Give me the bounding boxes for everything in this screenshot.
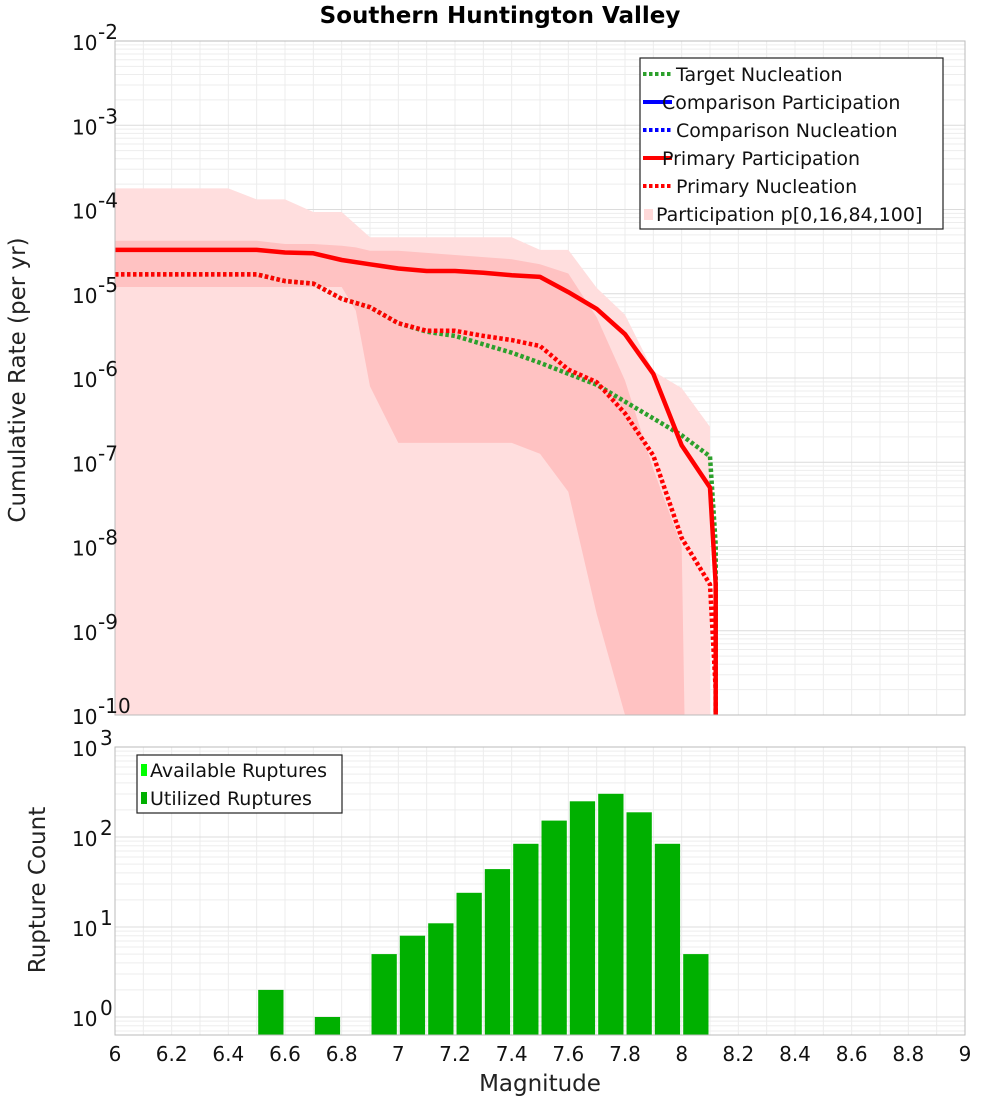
y-tick-exponent: -2: [98, 20, 118, 44]
y-tick-label: 10: [72, 284, 97, 308]
y-tick-label: 10: [72, 705, 97, 729]
x-tick-label: 6.4: [212, 1042, 244, 1066]
y-tick-exponent: -6: [98, 357, 118, 381]
x-tick-label: 8.8: [892, 1042, 924, 1066]
x-tick-label: 7.8: [609, 1042, 641, 1066]
x-tick-label: 7.4: [496, 1042, 528, 1066]
legend-label: Available Ruptures: [150, 760, 327, 782]
legend-label: Comparison Participation: [662, 92, 900, 114]
x-tick-label: 6.8: [326, 1042, 358, 1066]
bar: [314, 1017, 341, 1035]
x-axis-label: Magnitude: [479, 1071, 601, 1097]
y-tick-label: 10: [72, 31, 97, 55]
y-tick-label: 10: [72, 1007, 97, 1031]
top-plot-area: 10-210-310-410-510-610-710-810-910-10: [72, 20, 966, 729]
legend-label: Utilized Ruptures: [150, 788, 312, 810]
legend-label: Target Nucleation: [675, 64, 843, 86]
y-tick-label: 10: [72, 737, 97, 761]
x-tick-label: 6.2: [156, 1042, 188, 1066]
y-tick-label: 10: [72, 368, 97, 392]
bar: [484, 869, 511, 1035]
y-tick-label: 10: [72, 827, 97, 851]
y-tick-label: 10: [72, 115, 97, 139]
bar: [541, 820, 567, 1035]
y-tick-exponent: 0: [100, 996, 113, 1020]
y-tick-label: 10: [72, 452, 97, 476]
bar: [399, 935, 426, 1035]
legend-label: Primary Participation: [662, 148, 860, 170]
bottom-legend: Available Ruptures Utilized Ruptures: [136, 754, 343, 814]
legend-swatch: [141, 764, 147, 776]
x-tick-label: 6.6: [269, 1042, 301, 1066]
y-tick-exponent: 2: [100, 816, 113, 840]
legend-swatch: [141, 792, 147, 804]
chart-title: Southern Huntington Valley: [320, 3, 681, 29]
y-tick-exponent: -7: [98, 441, 118, 465]
x-tick-label: 9: [959, 1042, 972, 1066]
bar: [428, 923, 454, 1035]
y-tick-label: 10: [72, 537, 97, 561]
x-tick-label: 7.2: [439, 1042, 471, 1066]
bar: [654, 843, 681, 1035]
legend-label: Comparison Nucleation: [676, 120, 898, 142]
legend-swatch: [644, 209, 653, 220]
y-tick-exponent: -8: [98, 526, 118, 550]
bar: [683, 954, 709, 1035]
series-line-primary-nucleation: [115, 272, 718, 715]
x-tick-label: 8.6: [836, 1042, 868, 1066]
bar: [513, 843, 539, 1035]
bar: [569, 801, 596, 1035]
y-tick-label: 10: [72, 200, 97, 224]
x-tick-label: 8: [675, 1042, 688, 1066]
x-tick-label: 7: [392, 1042, 405, 1066]
y-tick-exponent: -3: [98, 104, 118, 128]
bar: [258, 989, 284, 1035]
y-tick-label: 10: [72, 621, 97, 645]
top-plot-frame: [114, 40, 966, 716]
bar: [456, 892, 482, 1035]
bar: [598, 793, 624, 1035]
y-tick-exponent: 1: [100, 906, 113, 930]
top-y-axis-label: Cumulative Rate (per yr): [5, 237, 31, 522]
y-tick-label: 10: [72, 917, 97, 941]
x-tick-label: 7.6: [552, 1042, 584, 1066]
participation-band-p16-p84: [115, 240, 685, 715]
y-tick-exponent: -9: [98, 610, 118, 634]
x-tick-label: 8.2: [722, 1042, 754, 1066]
top-legend: Target Nucleation Comparison Participatio…: [639, 57, 944, 230]
bar: [626, 812, 652, 1035]
x-tick-label: 8.4: [779, 1042, 811, 1066]
y-tick-exponent: -4: [98, 189, 118, 213]
y-tick-exponent: 3: [100, 726, 113, 750]
bottom-plot-frame: [114, 746, 966, 1036]
bottom-legend-box: [136, 754, 343, 814]
legend-label: Primary Nucleation: [676, 176, 857, 198]
y-tick-exponent: -5: [98, 273, 118, 297]
bottom-y-axis-label: Rupture Count: [25, 807, 51, 973]
y-tick-exponent: -10: [98, 694, 131, 718]
top-legend-box: [639, 57, 944, 230]
bar: [371, 954, 397, 1035]
series-line-primary-participation: [115, 247, 718, 715]
legend-label: Participation p[0,16,84,100]: [656, 204, 922, 226]
x-tick-label: 6: [109, 1042, 122, 1066]
